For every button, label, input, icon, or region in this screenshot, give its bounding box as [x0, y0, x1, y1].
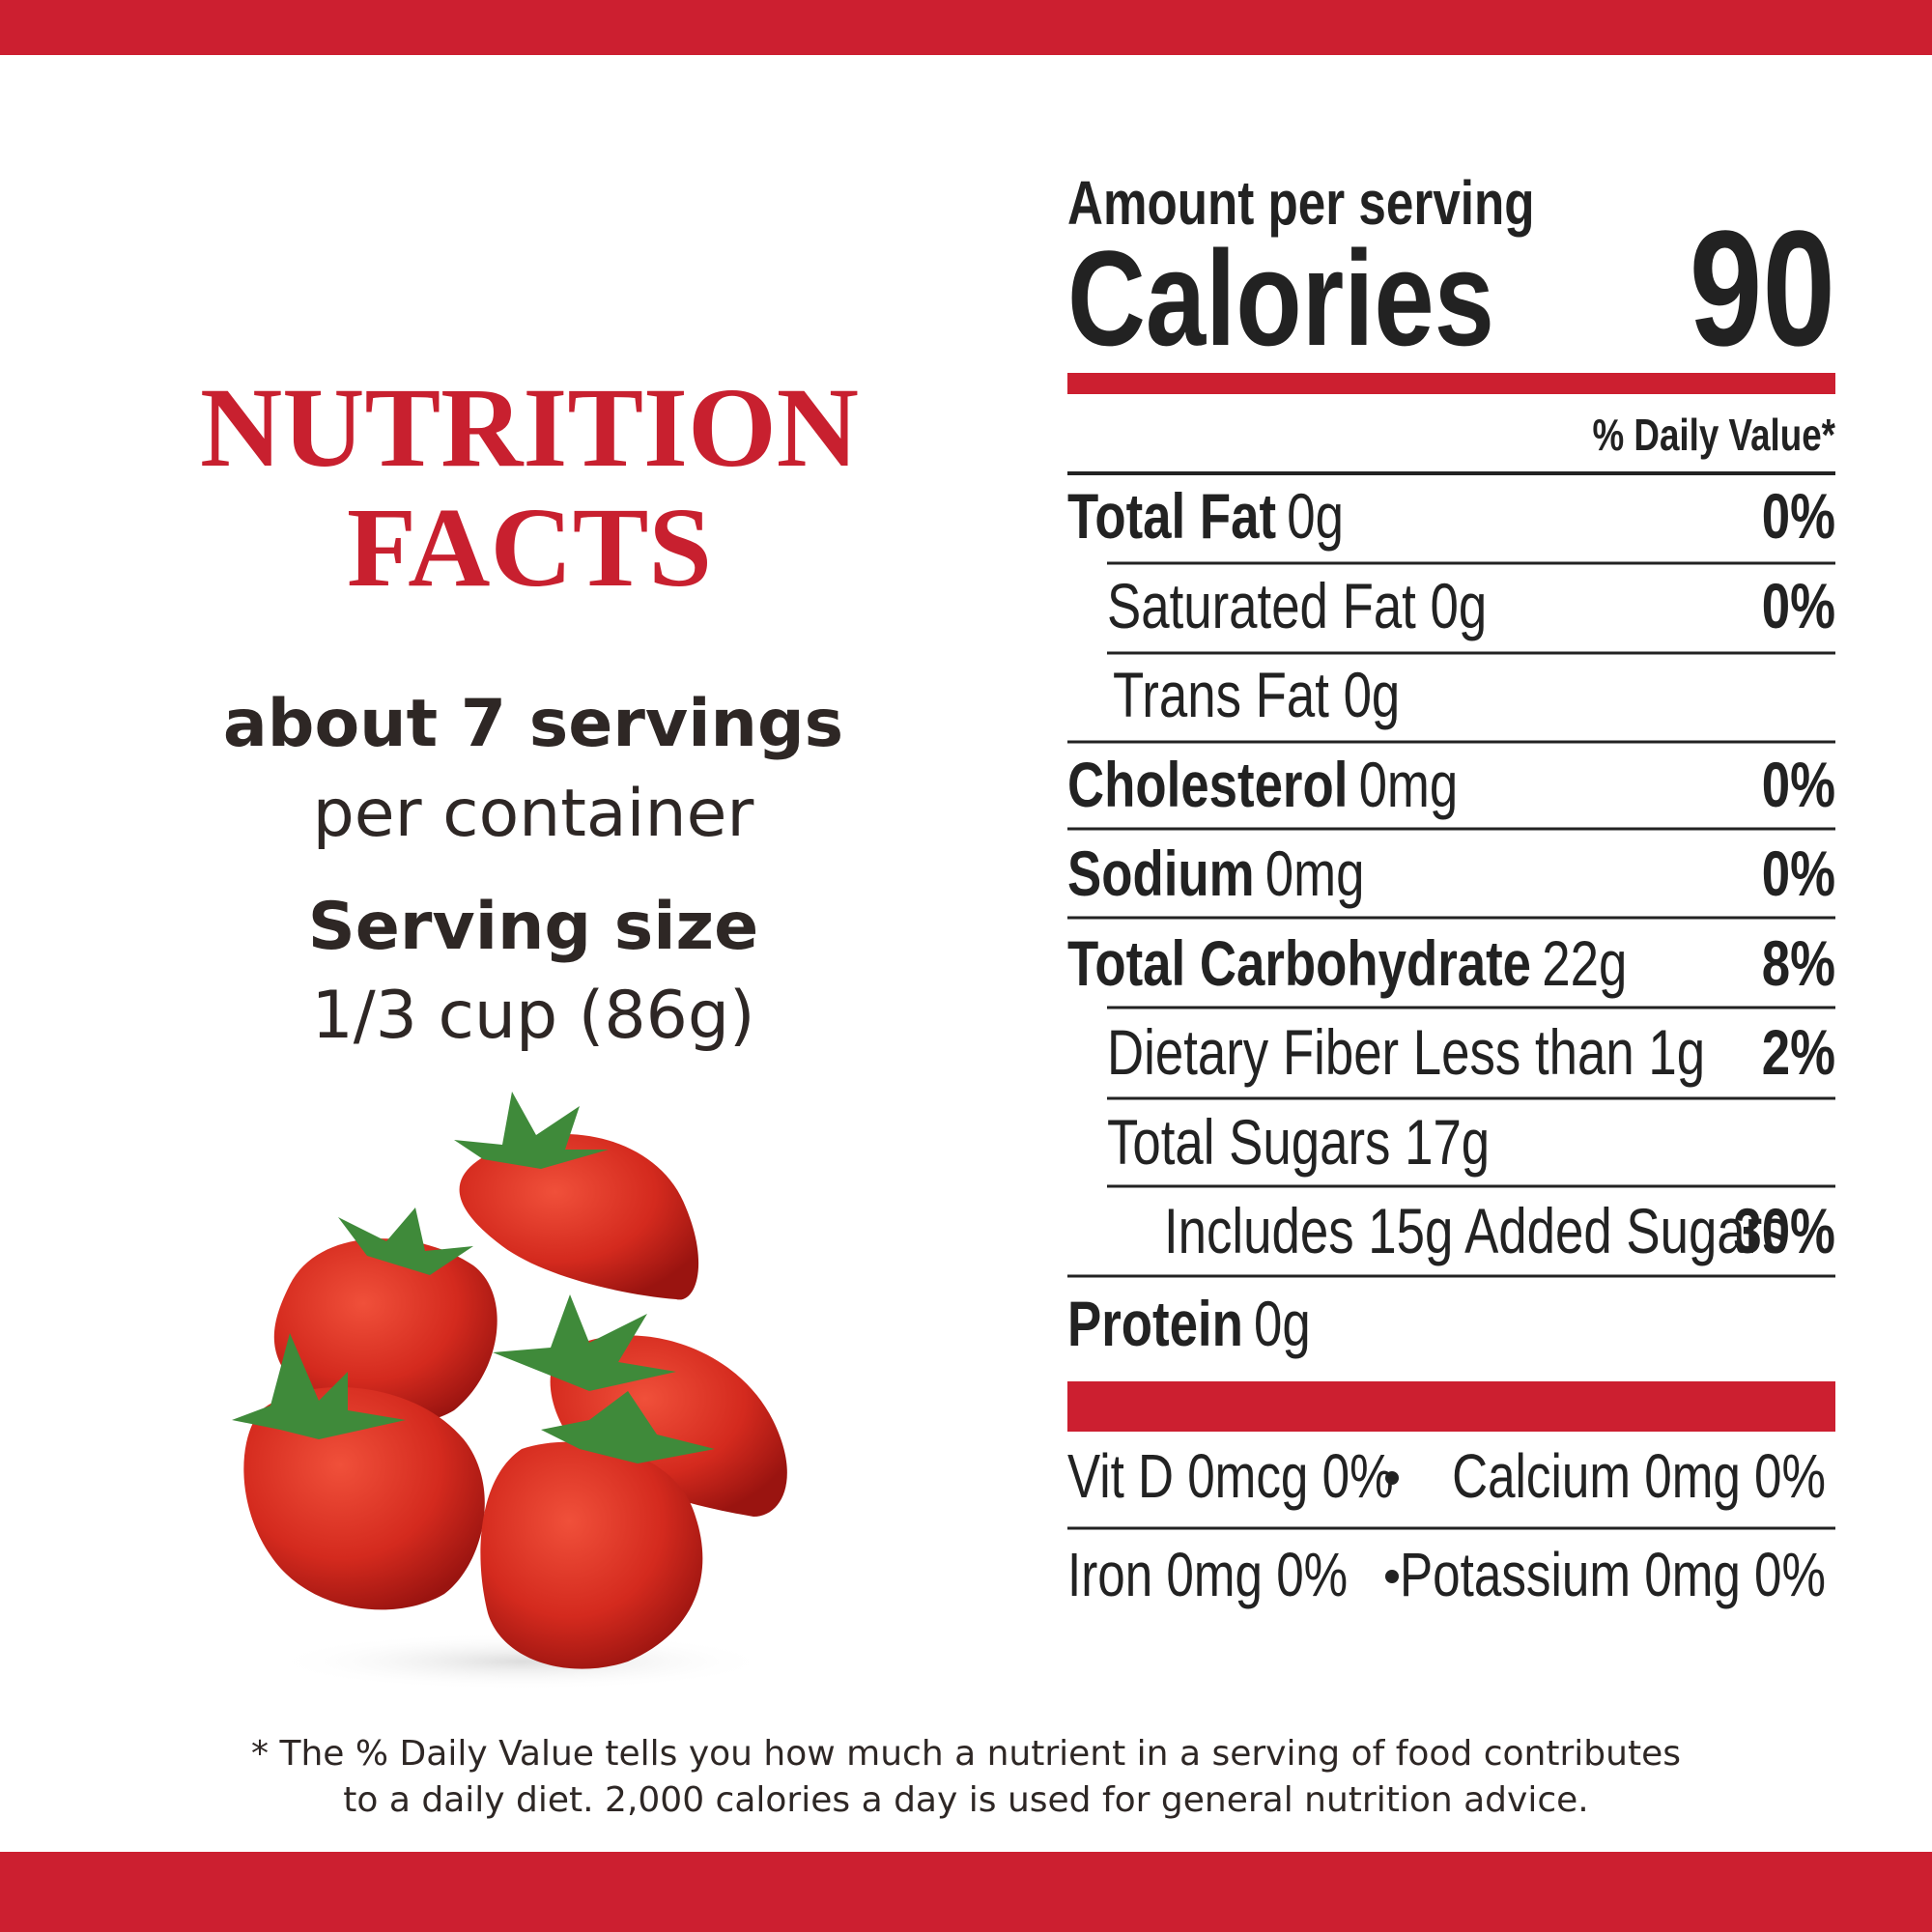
nutrient-row: Sodium 0mg: [1067, 838, 1364, 909]
nutrient-amount: 0mg: [1265, 838, 1365, 909]
servings-count: about 7 servings: [223, 686, 843, 762]
nutrient-name: Saturated Fat 0g: [1107, 570, 1487, 641]
mineral: Vit D 0mcg 0%: [1067, 1443, 1394, 1512]
servings-per: per container: [313, 776, 754, 852]
nutrient-name: Includes 15g Added Sugars: [1164, 1195, 1788, 1266]
nutrient-row: Total Carbohydrate 22g: [1067, 927, 1627, 999]
serving-size-label: Serving size: [308, 889, 759, 965]
daily-value: 8%: [1762, 927, 1835, 999]
calories-label: Calories: [1067, 222, 1494, 374]
daily-value: 0%: [1762, 480, 1835, 552]
nutrient-name: Protein: [1067, 1288, 1243, 1359]
nutrient-row: Cholesterol 0mg: [1067, 749, 1458, 820]
nutrient-row: Trans Fat 0g: [1113, 659, 1400, 730]
calories-value: 90: [1690, 197, 1835, 381]
nutrient-row: Includes 15g Added Sugars: [1164, 1195, 1788, 1266]
nutrient-name: Cholesterol: [1067, 749, 1348, 820]
vitamin-divider: [1067, 1381, 1835, 1432]
bottom-band: [0, 1852, 1932, 1932]
nutrient-amount: 0g: [1254, 1288, 1311, 1359]
daily-value: 0%: [1762, 570, 1835, 641]
calorie-divider: [1067, 373, 1835, 394]
daily-value: 30%: [1733, 1195, 1835, 1266]
bullet: [1385, 1471, 1399, 1485]
nutrient-name: Total Carbohydrate: [1067, 927, 1531, 999]
nutrient-amount: 22g: [1542, 927, 1627, 999]
nutrient-name: Total Fat: [1067, 480, 1276, 552]
mineral: Iron 0mg 0%: [1067, 1542, 1348, 1610]
daily-value-header: % Daily Value*: [1592, 410, 1835, 460]
nutrient-row: Dietary Fiber Less than 1g: [1107, 1016, 1705, 1088]
top-band: [0, 0, 1932, 55]
nutrient-row: Protein 0g: [1067, 1288, 1311, 1359]
strawberries: [232, 1092, 787, 1690]
mineral: Calcium 0mg 0%: [1452, 1443, 1826, 1512]
nutrient-row: Total Fat 0g: [1067, 480, 1344, 552]
nutrient-amount: 0g: [1287, 480, 1344, 552]
amount-label: Amount per serving: [1067, 170, 1534, 239]
footnote-line: * The % Daily Value tells you how much a…: [251, 1734, 1681, 1774]
nutrient-name: Total Sugars 17g: [1107, 1106, 1490, 1178]
nutrient-amount: 0mg: [1359, 749, 1459, 820]
daily-value: 0%: [1762, 749, 1835, 820]
nutrient-row: Saturated Fat 0g: [1107, 570, 1487, 641]
nutrient-name: Trans Fat 0g: [1113, 659, 1400, 730]
daily-value: 2%: [1762, 1016, 1835, 1088]
title-line: NUTRITION: [200, 364, 859, 491]
daily-value: 0%: [1762, 838, 1835, 909]
nutrient-name: Dietary Fiber Less than 1g: [1107, 1016, 1705, 1088]
mineral: Potassium 0mg 0%: [1400, 1542, 1826, 1610]
nutrient-row: Total Sugars 17g: [1107, 1106, 1490, 1178]
bullet: [1385, 1570, 1399, 1583]
serving-size-value: 1/3 cup (86g): [311, 978, 754, 1054]
footnote-line: to a daily diet. 2,000 calories a day is…: [343, 1780, 1588, 1820]
title-line: FACTS: [347, 484, 712, 611]
nutrient-name: Sodium: [1067, 838, 1255, 909]
